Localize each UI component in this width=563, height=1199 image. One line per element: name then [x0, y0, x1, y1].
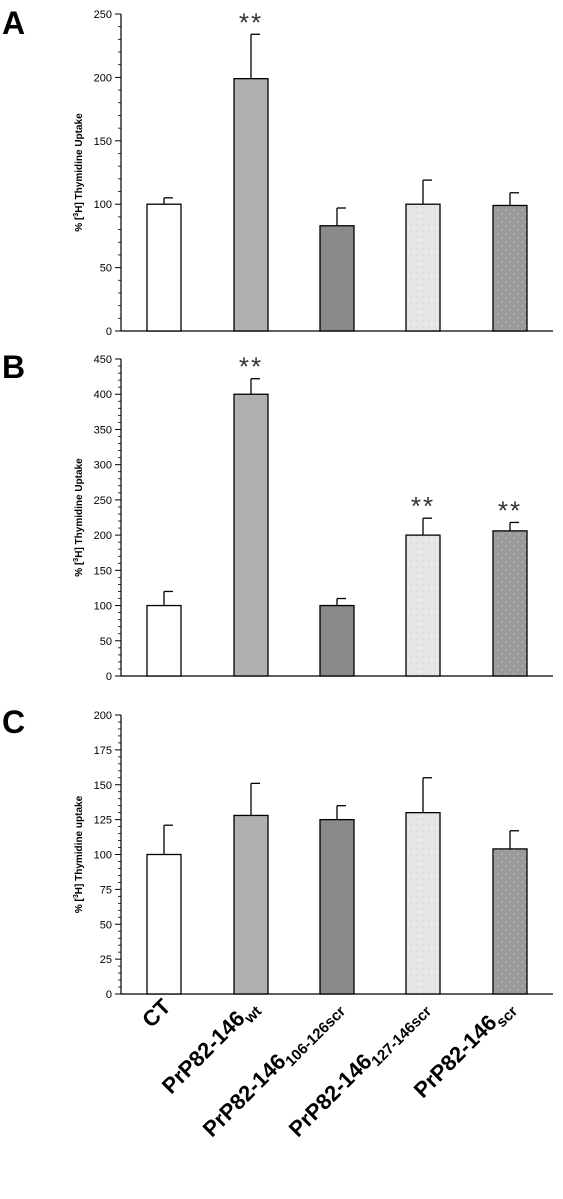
bar-prp-wt: [233, 393, 269, 677]
y-tick-label: 75: [100, 884, 112, 896]
y-tick-label: 100: [94, 601, 112, 613]
y-axis-label: % [3H] Thymidine uptake: [73, 795, 85, 913]
y-tick-label: 0: [106, 326, 112, 338]
y-tick-label: 0: [106, 989, 112, 1001]
y-tick-label: 0: [106, 671, 112, 683]
y-tick-label: 200: [94, 72, 112, 84]
bar-prp-wt: [233, 78, 269, 332]
y-tick-label: 50: [100, 263, 112, 275]
panel-letter: A: [2, 5, 25, 41]
panel-letter: C: [2, 704, 25, 740]
y-tick-label: 25: [100, 954, 112, 966]
bar-ct: [146, 203, 182, 332]
y-tick-label: 300: [94, 460, 112, 472]
bar-prp-106-126scr: [319, 604, 355, 677]
significance-mark: **: [411, 491, 435, 521]
bar-prp-127-146scr: [405, 534, 441, 677]
significance-mark: **: [498, 495, 522, 525]
y-tick-label: 350: [94, 424, 112, 436]
bar-prp-scr: [492, 848, 528, 995]
panel-letter: B: [2, 349, 25, 385]
panel-b: B 0 50 100 150 200 250 300 350 400 450 % [3H] Thymi…: [2, 349, 553, 683]
bar-ct: [146, 853, 182, 995]
bar-prp-106-126scr: [319, 225, 355, 332]
y-tick-label: 150: [94, 565, 112, 577]
bar-prp-wt: [233, 814, 269, 995]
y-tick-label: 200: [94, 710, 112, 722]
bar-ct: [146, 604, 182, 677]
x-category-labels: CTPrP82-146wtPrP82-146106-126scrPrP82-14…: [137, 993, 521, 1145]
bar-prp-scr: [492, 530, 528, 677]
y-axis-label: % [3H] Thymidine Uptake: [73, 113, 85, 232]
y-tick-label: 100: [94, 199, 112, 211]
y-tick-label: 400: [94, 389, 112, 401]
y-tick-label: 150: [94, 136, 112, 148]
panel-a: A 0 50 100 150 200 250 % [3H] Thymidine Uptake *…: [2, 5, 553, 338]
y-tick-label: 250: [94, 9, 112, 21]
bar-prp-127-146scr: [405, 812, 441, 995]
panel-c: C 0 25 50 75 100 125 150 175 200 % [3H] Thymidine …: [2, 704, 553, 1001]
y-tick-label: 175: [94, 745, 112, 757]
bar-prp-scr: [492, 204, 528, 332]
significance-mark: **: [239, 7, 263, 37]
significance-mark: **: [239, 352, 263, 382]
y-axis-label: % [3H] Thymidine Uptake: [73, 458, 85, 577]
x-category-label: CT: [137, 993, 176, 1032]
y-tick-label: 125: [94, 815, 112, 827]
x-category-label: PrP82-146127-146scr: [284, 994, 435, 1145]
bar-prp-106-126scr: [319, 818, 355, 995]
y-tick-label: 100: [94, 850, 112, 862]
y-tick-label: 150: [94, 780, 112, 792]
y-tick-label: 50: [100, 636, 112, 648]
y-tick-label: 200: [94, 530, 112, 542]
y-tick-label: 250: [94, 495, 112, 507]
y-tick-label: 450: [94, 354, 112, 366]
y-tick-label: 50: [100, 919, 112, 931]
bar-prp-127-146scr: [405, 203, 441, 332]
